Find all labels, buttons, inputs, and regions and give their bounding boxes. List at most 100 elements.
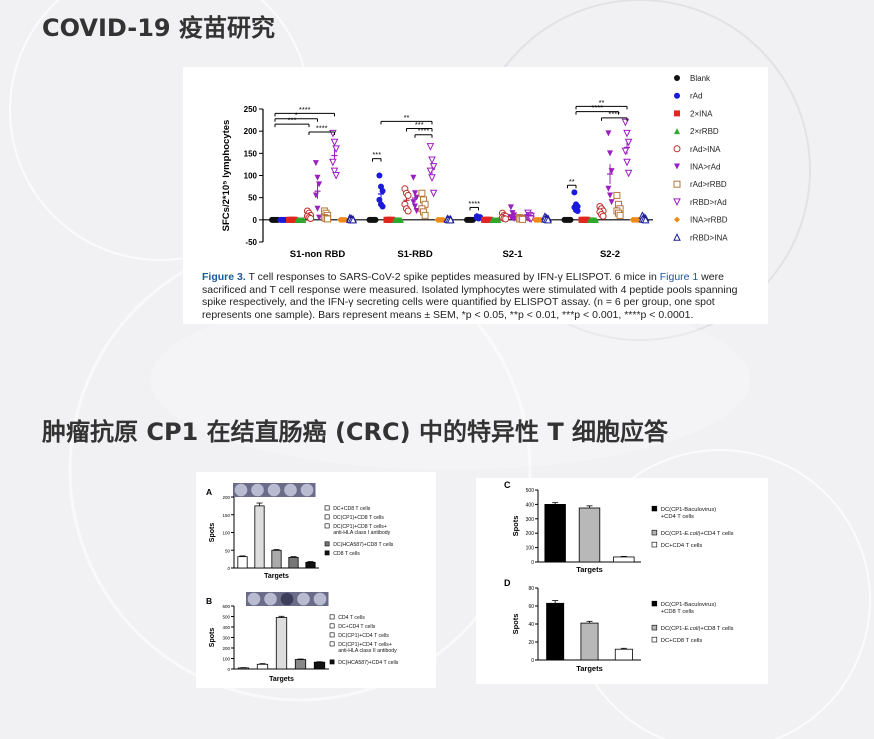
legend-label: DC+CD8 T cells (333, 506, 371, 512)
legend-swatch (329, 641, 335, 647)
elispot-well (264, 592, 277, 606)
y-tick-label: 300 (526, 517, 535, 523)
data-point (567, 216, 574, 223)
bar (237, 556, 248, 569)
significance-label: ** (569, 177, 575, 186)
y-tick-label: 50 (248, 194, 257, 203)
data-point (421, 211, 429, 219)
crc-ab-chart: A 0 50 100 150 200 Spots Targets DC+CD8 T cells D… (206, 483, 399, 683)
bar (254, 505, 265, 569)
legend-label: DC+CD4 T cells (661, 543, 703, 549)
legend-marker (674, 128, 680, 135)
elispot-well (234, 483, 248, 497)
legend-label: CD4 T cells (338, 615, 365, 621)
y-tick-label: 0 (227, 667, 230, 672)
legend-label: DC(CP1-Baculovirus) (661, 602, 716, 608)
data-point (312, 192, 319, 199)
x-category-label: S2-2 (600, 249, 620, 260)
bar (256, 663, 269, 670)
significance-label: ** (404, 113, 410, 122)
legend-marker (673, 233, 681, 241)
legend-label: 2×rRBD (690, 127, 719, 136)
figure-3-text-b: were sacrificed and T cell response were… (202, 271, 738, 322)
data-point (413, 194, 420, 201)
legend-label: DC(CP1-Baculovirus) (661, 507, 716, 513)
bar (294, 659, 307, 670)
data-point (332, 145, 340, 154)
legend-label: +CD4 T cells (661, 514, 694, 520)
y-tick-label: 0 (253, 216, 258, 225)
legend-swatch (329, 623, 335, 629)
legend-swatch (651, 505, 658, 512)
data-point (623, 129, 631, 138)
data-point (412, 190, 418, 197)
data-point (607, 150, 613, 157)
legend-label: DC(HCA587)+CD8 T cells (333, 542, 394, 548)
data-point (316, 181, 323, 188)
y-tick-label: 200 (222, 495, 230, 500)
significance-label: ** (599, 98, 605, 107)
y-tick-label: 500 (526, 488, 535, 494)
legend-label: anti-HLA class II antibody (338, 648, 397, 654)
data-point (507, 204, 514, 211)
x-axis-label: Targets (269, 676, 294, 683)
legend-swatch (651, 529, 658, 536)
data-point (574, 207, 581, 214)
elispot-well (284, 483, 297, 497)
data-point (379, 188, 386, 195)
legend-label: DC(CP1)+CD8 T cells (333, 515, 384, 521)
y-tick-label: 40 (528, 622, 534, 628)
significance-label: **** (299, 105, 311, 114)
elispot-well (300, 483, 314, 497)
data-point (379, 203, 386, 210)
bar (313, 661, 326, 670)
significance-label: *** (372, 150, 381, 159)
data-point (312, 160, 319, 167)
legend-swatch (651, 624, 658, 631)
bar (578, 507, 601, 563)
legend-label: 2×INA (690, 109, 713, 118)
bar (271, 549, 282, 569)
data-point (487, 216, 493, 223)
legend-swatch (324, 550, 330, 556)
legend-swatch (651, 600, 658, 607)
legend-label: Blank (690, 74, 711, 83)
significance-label: **** (468, 199, 480, 208)
figure-3-caption: Figure 3. T cell responses to SARS-CoV-2… (202, 271, 750, 322)
data-point (641, 215, 650, 224)
legend-marker (673, 180, 681, 188)
significance-label: * (295, 110, 298, 119)
bar (546, 602, 565, 661)
y-tick-label: 200 (222, 646, 230, 651)
data-point (605, 185, 612, 192)
data-point (349, 215, 357, 224)
y-tick-label: 60 (528, 604, 534, 610)
legend-label: DC(CP1)+CD8 T cells+ (333, 524, 387, 530)
data-point (324, 215, 332, 223)
y-tick-label: 400 (222, 625, 230, 630)
data-point (330, 167, 339, 176)
data-point (410, 174, 417, 181)
covid-figure-panel: -50 0 50 100 150 200 250 SFCs/2*10⁵ lymphocytes… (183, 67, 768, 324)
legend-swatch (651, 636, 658, 643)
figure-1-link[interactable]: Figure 1 (659, 271, 699, 283)
x-axis-label: Targets (576, 664, 603, 673)
significance-label: **** (608, 109, 620, 118)
data-point (624, 138, 633, 147)
x-category-label: S1-RBD (397, 249, 433, 260)
x-category-label: S2-1 (502, 249, 523, 260)
data-point (329, 158, 337, 167)
elispot-well (247, 592, 261, 606)
legend-label: DC(CP1)+CD4 T cells+ (338, 642, 392, 648)
data-point (605, 130, 612, 137)
data-point (502, 215, 510, 223)
y-tick-label: 500 (222, 615, 230, 620)
y-tick-label: 50 (225, 548, 231, 553)
y-axis-label: SFCs/2*10⁵ lymphocytes (221, 120, 232, 232)
legend-label: DC(CP1-E.coli)+CD4 T cells (661, 531, 734, 537)
legend-marker (673, 145, 681, 153)
elispot-well (267, 483, 281, 497)
legend-swatch (324, 505, 330, 511)
legend-label: anti-HLA class I antibody (333, 530, 390, 536)
data-point (544, 215, 552, 224)
